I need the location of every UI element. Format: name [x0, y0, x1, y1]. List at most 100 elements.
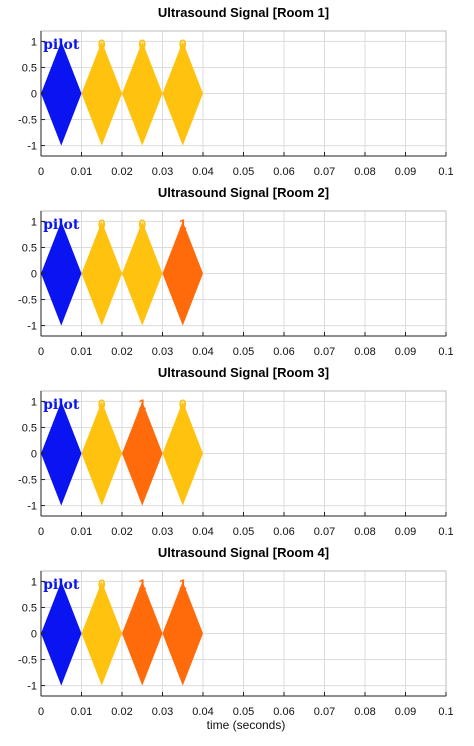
x-tick-label: 0.04 [192, 526, 213, 538]
bit-label: 0 [179, 36, 187, 52]
x-tick-label: 0.03 [152, 346, 173, 358]
y-tick-label: 1 [31, 36, 37, 48]
chart-panel: Ultrasound Signal [Room 2] pilot 0 0 1 0 0.01 0… [18, 185, 454, 358]
x-tick-label: 0.07 [314, 166, 335, 178]
bit0-symbol [122, 221, 163, 326]
pilot-label: pilot [43, 217, 80, 233]
x-tick-label: 0.01 [71, 706, 92, 718]
x-tick-label: 0.02 [111, 346, 132, 358]
bit0-symbol [162, 401, 203, 506]
chart-panel: Ultrasound Signal [Room 1] pilot 0 0 0 0 0.01 0… [18, 5, 454, 178]
x-tick-label: 0.09 [395, 526, 416, 538]
y-tick-label: 0.5 [22, 422, 37, 434]
y-tick-label: 0 [31, 629, 37, 641]
y-tick-label: -0.5 [18, 655, 37, 667]
x-tick-label: 0.05 [233, 526, 254, 538]
x-tick-label: 0.1 [438, 706, 453, 718]
x-tick-label: 0.03 [152, 166, 173, 178]
bit-label: 0 [98, 576, 106, 592]
x-axis-label: time (seconds) [207, 718, 286, 732]
bit-label: 0 [138, 36, 146, 52]
x-tick-label: 0.05 [233, 346, 254, 358]
x-tick-label: 0.07 [314, 346, 335, 358]
pilot-label: pilot [43, 577, 80, 593]
x-tick-label: 0.03 [152, 706, 173, 718]
x-tick-label: 0.1 [438, 166, 453, 178]
y-tick-label: -1 [27, 681, 37, 693]
x-tick-label: 0.02 [111, 706, 132, 718]
bit-label: 0 [98, 36, 106, 52]
x-tick-label: 0.02 [111, 526, 132, 538]
bit1-symbol [122, 581, 163, 686]
y-tick-label: 0.5 [22, 602, 37, 614]
x-tick-label: 0.08 [354, 346, 375, 358]
bit0-symbol [81, 41, 122, 146]
x-tick-label: 0.08 [354, 706, 375, 718]
y-tick-label: 1 [31, 576, 37, 588]
y-tick-label: -1 [27, 141, 37, 153]
bit1-symbol [162, 581, 203, 686]
bit-label: 1 [179, 216, 187, 232]
y-tick-label: 0.5 [22, 242, 37, 254]
x-tick-label: 0.08 [354, 166, 375, 178]
pilot-symbol [41, 221, 82, 326]
x-tick-label: 0.06 [273, 706, 294, 718]
bit0-symbol [81, 401, 122, 506]
x-tick-label: 0.08 [354, 526, 375, 538]
pilot-label: pilot [43, 397, 80, 413]
x-tick-label: 0.06 [273, 346, 294, 358]
x-tick-label: 0.07 [314, 706, 335, 718]
x-tick-label: 0.06 [273, 166, 294, 178]
x-tick-label: 0.04 [192, 346, 213, 358]
pilot-symbol [41, 581, 82, 686]
bit-label: 1 [179, 576, 187, 592]
bit-label: 0 [98, 396, 106, 412]
chart-title: Ultrasound Signal [Room 3] [158, 365, 329, 380]
chart-panel: Ultrasound Signal [Room 3] pilot 0 1 0 0 0.01 0… [18, 365, 454, 538]
y-tick-label: -1 [27, 321, 37, 333]
x-tick-label: 0.07 [314, 526, 335, 538]
x-tick-label: 0 [38, 526, 44, 538]
x-tick-label: 0.09 [395, 706, 416, 718]
x-tick-label: 0.01 [71, 526, 92, 538]
bit0-symbol [81, 581, 122, 686]
bit0-symbol [81, 221, 122, 326]
chart-panels: Ultrasound Signal [Room 1] pilot 0 0 0 0 0.01 0… [18, 5, 454, 718]
y-tick-label: 1 [31, 396, 37, 408]
y-tick-label: -0.5 [18, 295, 37, 307]
x-tick-label: 0 [38, 166, 44, 178]
x-tick-label: 0.06 [273, 526, 294, 538]
bit1-symbol [162, 221, 203, 326]
x-tick-label: 0.05 [233, 706, 254, 718]
x-tick-label: 0.01 [71, 166, 92, 178]
y-tick-label: 1 [31, 216, 37, 228]
bit-label: 0 [179, 396, 187, 412]
bit0-symbol [162, 41, 203, 146]
y-tick-label: 0.5 [22, 62, 37, 74]
bit-label: 1 [138, 396, 146, 412]
x-tick-label: 0 [38, 346, 44, 358]
y-tick-label: 0 [31, 269, 37, 281]
x-tick-label: 0.03 [152, 526, 173, 538]
bit-label: 1 [138, 576, 146, 592]
bit0-symbol [122, 41, 163, 146]
pilot-symbol [41, 401, 82, 506]
x-tick-label: 0.02 [111, 166, 132, 178]
y-tick-label: -0.5 [18, 475, 37, 487]
x-tick-label: 0.1 [438, 526, 453, 538]
chart-panel: Ultrasound Signal [Room 4] pilot 0 1 1 0 0.01 0… [18, 545, 454, 718]
x-tick-label: 0.05 [233, 166, 254, 178]
chart-title: Ultrasound Signal [Room 4] [158, 545, 329, 560]
x-tick-label: 0.09 [395, 166, 416, 178]
y-tick-label: 0 [31, 449, 37, 461]
bit-label: 0 [138, 216, 146, 232]
bit-label: 0 [98, 216, 106, 232]
x-tick-label: 0 [38, 706, 44, 718]
y-tick-label: -1 [27, 501, 37, 513]
chart-title: Ultrasound Signal [Room 1] [158, 5, 329, 20]
pilot-label: pilot [43, 37, 80, 53]
pilot-symbol [41, 41, 82, 146]
x-tick-label: 0.01 [71, 346, 92, 358]
x-tick-label: 0.1 [438, 346, 453, 358]
